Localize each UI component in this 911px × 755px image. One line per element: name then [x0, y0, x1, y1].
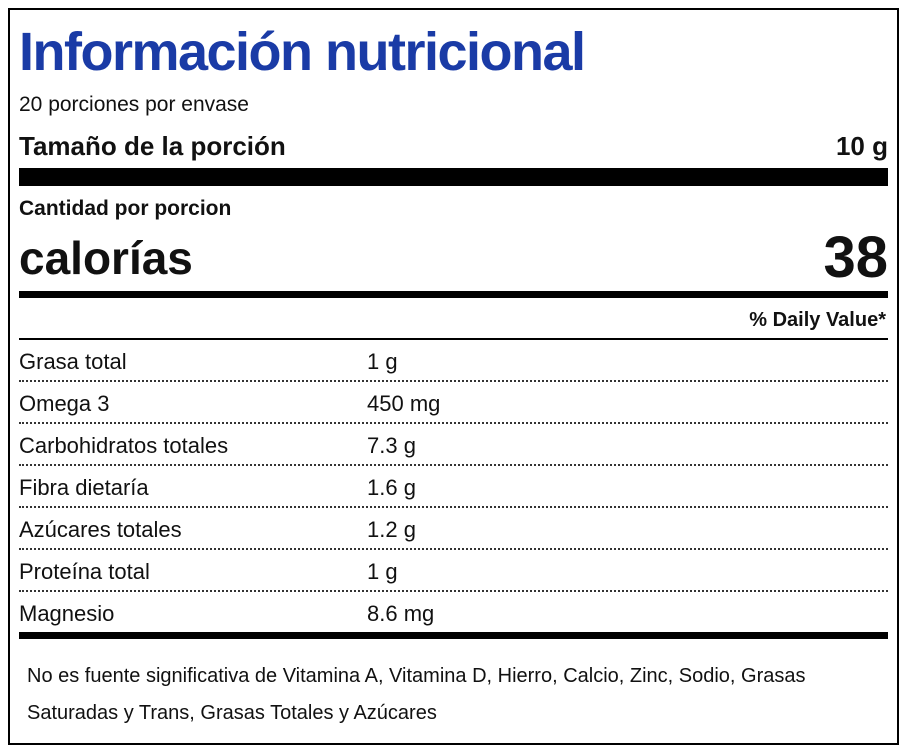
nutrient-name: Carbohidratos totales: [19, 433, 229, 458]
serving-size-value: 10 g: [835, 131, 888, 161]
nutrient-amount: 1.6 g: [367, 475, 416, 500]
daily-value-header: % Daily Value*: [749, 309, 886, 331]
bottom-divider: [19, 632, 888, 639]
calories-row: calorías 38: [19, 226, 888, 290]
serving-size-label: Tamaño de la porción: [19, 131, 286, 161]
nutrient-name: Fibra dietaría: [19, 475, 149, 500]
nutrient-amount: 1 g: [367, 349, 398, 374]
nutrient-amount: 1.2 g: [367, 517, 416, 542]
nutrient-amount: 7.3 g: [367, 433, 416, 458]
nutrient-row: Carbohidratos totales 7.3 g: [19, 424, 888, 466]
medium-divider: [19, 291, 888, 298]
label-title: Información nutricional: [19, 22, 586, 82]
thin-divider: [19, 338, 888, 340]
nutrient-list: Grasa total 1 g Omega 3 450 mg Carbohidr…: [19, 340, 888, 632]
thick-divider: [19, 168, 888, 186]
nutrient-name: Omega 3: [19, 391, 110, 416]
calories-value: 38: [823, 225, 888, 290]
nutrient-row: Azúcares totales 1.2 g: [19, 508, 888, 550]
nutrient-name: Proteína total: [19, 559, 150, 584]
nutrient-amount: 450 mg: [367, 391, 441, 416]
calories-label: calorías: [19, 232, 193, 284]
nutrition-facts-label: Información nutricional 20 porciones por…: [8, 8, 899, 745]
servings-per-container: 20 porciones por envase: [19, 93, 249, 116]
nutrient-name: Grasa total: [19, 349, 127, 374]
amount-per-serving: Cantidad por porcion: [19, 197, 232, 220]
nutrient-row: Omega 3 450 mg: [19, 382, 888, 424]
nutrient-name: Azúcares totales: [19, 517, 182, 542]
nutrient-row: Proteína total 1 g: [19, 550, 888, 592]
nutrient-row: Magnesio 8.6 mg: [19, 592, 888, 632]
nutrient-row: Grasa total 1 g: [19, 340, 888, 382]
nutrient-name: Magnesio: [19, 601, 115, 626]
nutrient-amount: 8.6 mg: [367, 601, 435, 626]
nutrient-amount: 1 g: [367, 559, 398, 584]
footnote: No es fuente significativa de Vitamina A…: [27, 665, 806, 724]
nutrient-row: Fibra dietaría 1.6 g: [19, 466, 888, 508]
serving-size-row: Tamaño de la porción 10 g: [19, 130, 888, 162]
